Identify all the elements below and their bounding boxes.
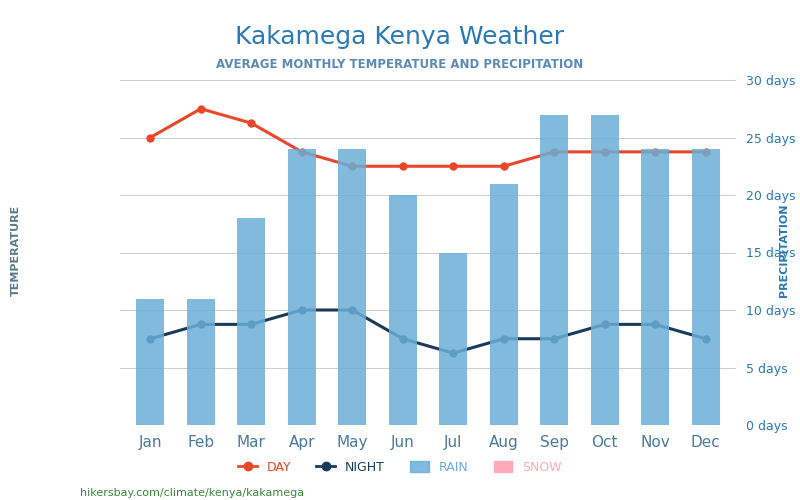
Bar [642, 149, 669, 425]
Bar [137, 298, 164, 425]
Bar [238, 218, 265, 425]
Bar [439, 252, 467, 425]
Bar [490, 184, 518, 425]
Bar [288, 149, 316, 425]
Bar [338, 149, 366, 425]
Text: Kakamega Kenya Weather: Kakamega Kenya Weather [235, 25, 565, 49]
Bar [591, 114, 618, 425]
Bar [389, 195, 417, 425]
Legend: DAY, NIGHT, RAIN, SNOW: DAY, NIGHT, RAIN, SNOW [233, 456, 567, 479]
Text: PRECIPITATION: PRECIPITATION [779, 203, 789, 296]
Bar [187, 298, 214, 425]
Text: hikersbay.com/climate/kenya/kakamega: hikersbay.com/climate/kenya/kakamega [80, 488, 304, 498]
Text: AVERAGE MONTHLY TEMPERATURE AND PRECIPITATION: AVERAGE MONTHLY TEMPERATURE AND PRECIPIT… [216, 58, 584, 70]
Bar [540, 114, 568, 425]
Bar [692, 149, 719, 425]
Text: TEMPERATURE: TEMPERATURE [11, 204, 21, 296]
